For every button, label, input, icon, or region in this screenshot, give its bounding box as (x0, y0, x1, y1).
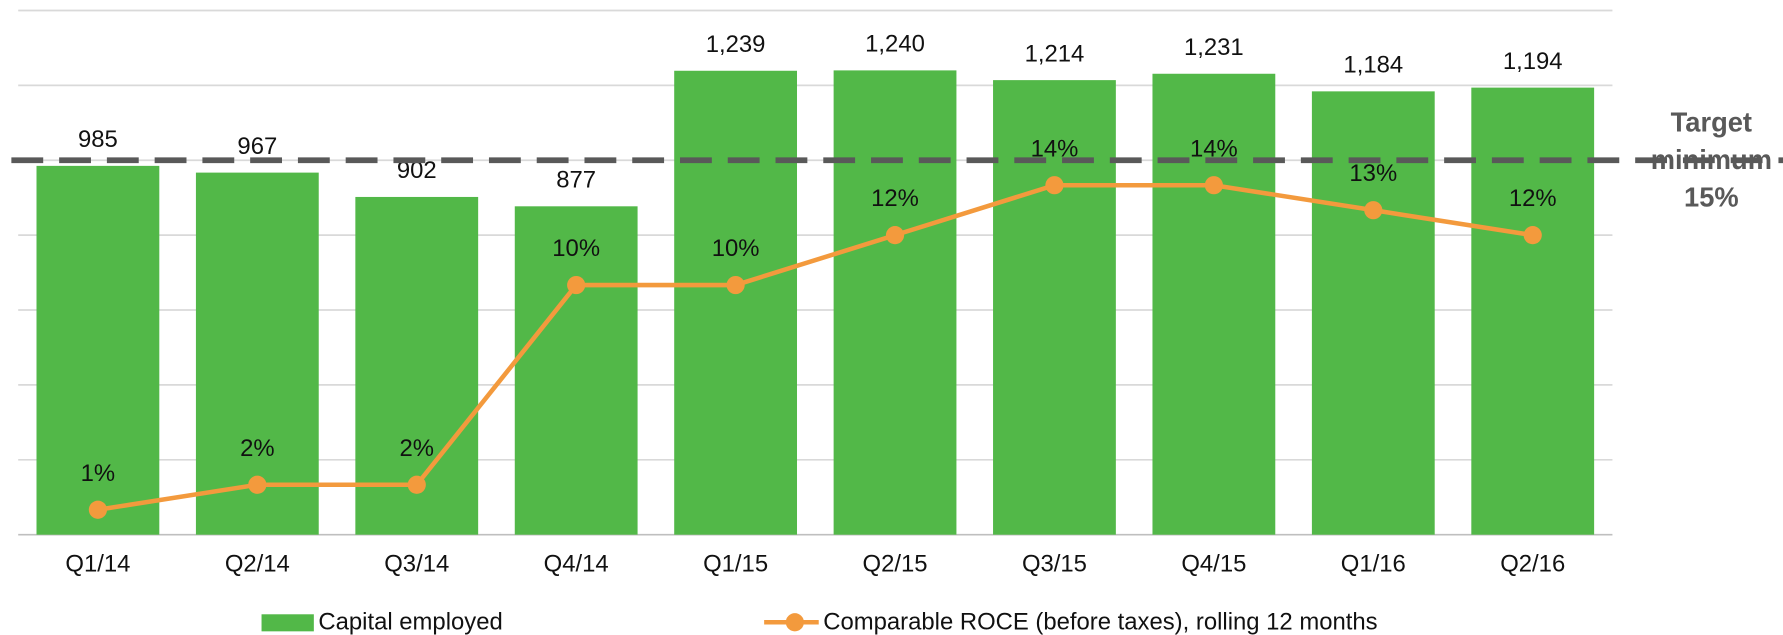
x-tick-label: Q2/15 (863, 551, 928, 578)
line-point (1045, 176, 1064, 195)
line-point (248, 475, 267, 494)
bar (195, 172, 319, 535)
line-point (407, 475, 426, 494)
x-tick-label: Q2/14 (225, 551, 290, 578)
bar-value-label: 1,239 (706, 31, 766, 58)
bar (514, 206, 638, 535)
line-point (1364, 201, 1383, 220)
legend-swatch (785, 613, 804, 632)
bar-value-label: 877 (556, 167, 596, 194)
line-value-label: 12% (871, 185, 919, 212)
bar (1471, 87, 1595, 535)
bar-value-label: 985 (78, 126, 118, 153)
line-point (1523, 226, 1542, 245)
bar (36, 165, 160, 535)
line-value-label: 14% (1031, 135, 1079, 162)
bar-value-label: 1,240 (865, 31, 925, 58)
bar (1311, 91, 1435, 535)
line-value-label: 2% (240, 435, 274, 462)
line-value-label: 10% (712, 235, 760, 262)
x-tick-label: Q1/16 (1341, 551, 1406, 578)
line-point (885, 226, 905, 245)
bar (674, 70, 798, 535)
bar-value-label: 967 (237, 133, 277, 160)
line-value-label: 14% (1190, 135, 1238, 162)
legend-label: Capital employed (318, 609, 502, 635)
legend-label: Comparable ROCE (before taxes), rolling … (823, 609, 1377, 635)
x-tick-label: Q4/14 (544, 551, 609, 578)
line-value-label: 12% (1509, 185, 1557, 212)
bar-value-label: 1,231 (1184, 34, 1244, 61)
bar (833, 70, 957, 535)
x-tick-label: Q1/14 (65, 551, 130, 578)
line (97, 182, 1534, 512)
legend-swatch (261, 614, 314, 632)
bar (993, 80, 1116, 535)
x-tick-label: Q4/15 (1181, 551, 1246, 578)
line-value-label: 13% (1349, 160, 1397, 187)
line-value-label: 1% (81, 460, 115, 487)
line-value-label: 2% (400, 435, 434, 462)
line-point (726, 275, 745, 295)
line-point (1204, 176, 1223, 195)
x-tick-label: Q3/15 (1022, 551, 1087, 578)
x-tick-label: Q1/15 (703, 551, 768, 578)
target-label: 15% (1684, 181, 1739, 212)
bar-value-label: 1,194 (1503, 48, 1563, 75)
target-label: Target (1671, 106, 1752, 137)
bar-value-label: 1,184 (1343, 52, 1403, 79)
line-point (567, 275, 586, 295)
target-label: minimum (1651, 144, 1772, 175)
bar (1152, 73, 1276, 535)
x-tick-label: Q3/14 (384, 551, 449, 578)
line-point (88, 500, 108, 519)
x-tick-label: Q2/16 (1500, 551, 1565, 578)
line-value-label: 10% (552, 235, 600, 262)
bar-value-label: 1,214 (1025, 40, 1085, 67)
